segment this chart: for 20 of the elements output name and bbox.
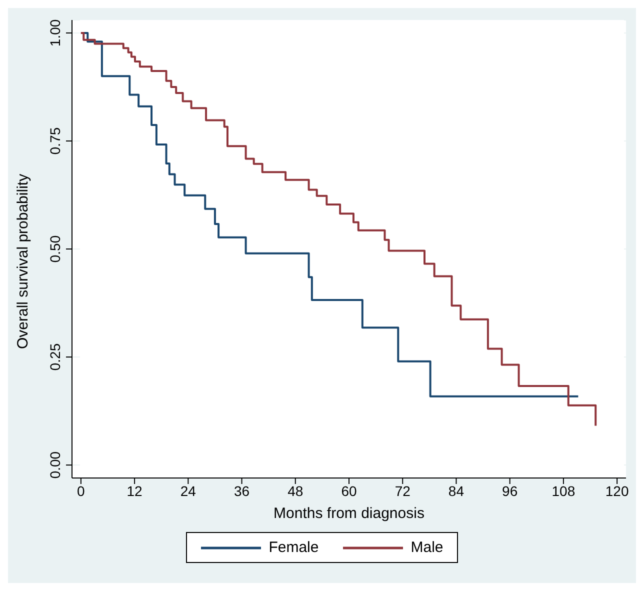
x-tick-label: 84: [448, 482, 464, 499]
legend-label: Female: [268, 539, 319, 556]
x-tick-label: 72: [394, 482, 411, 499]
x-tick-label: 0: [77, 482, 86, 499]
y-axis-title: Overall survival probability: [14, 173, 32, 349]
y-tick-label: 0.75: [47, 127, 63, 155]
x-tick-label: 24: [180, 482, 196, 499]
x-tick-label: 96: [502, 482, 518, 499]
y-tick-label: 0.50: [47, 235, 63, 263]
x-tick-label: 36: [234, 482, 250, 499]
x-tick-label: 108: [552, 482, 576, 499]
x-tick-label: 48: [288, 482, 304, 499]
x-axis-title: Months from diagnosis: [274, 505, 424, 522]
x-tick-label: 120: [605, 482, 629, 499]
y-tick-label: 0.25: [47, 343, 63, 371]
legend-label: Male: [410, 539, 444, 556]
x-tick-label: 12: [126, 482, 143, 499]
y-tick-label: 1.00: [47, 19, 63, 47]
y-tick-label: 0.00: [47, 451, 63, 479]
x-tick-label: 60: [341, 482, 357, 499]
